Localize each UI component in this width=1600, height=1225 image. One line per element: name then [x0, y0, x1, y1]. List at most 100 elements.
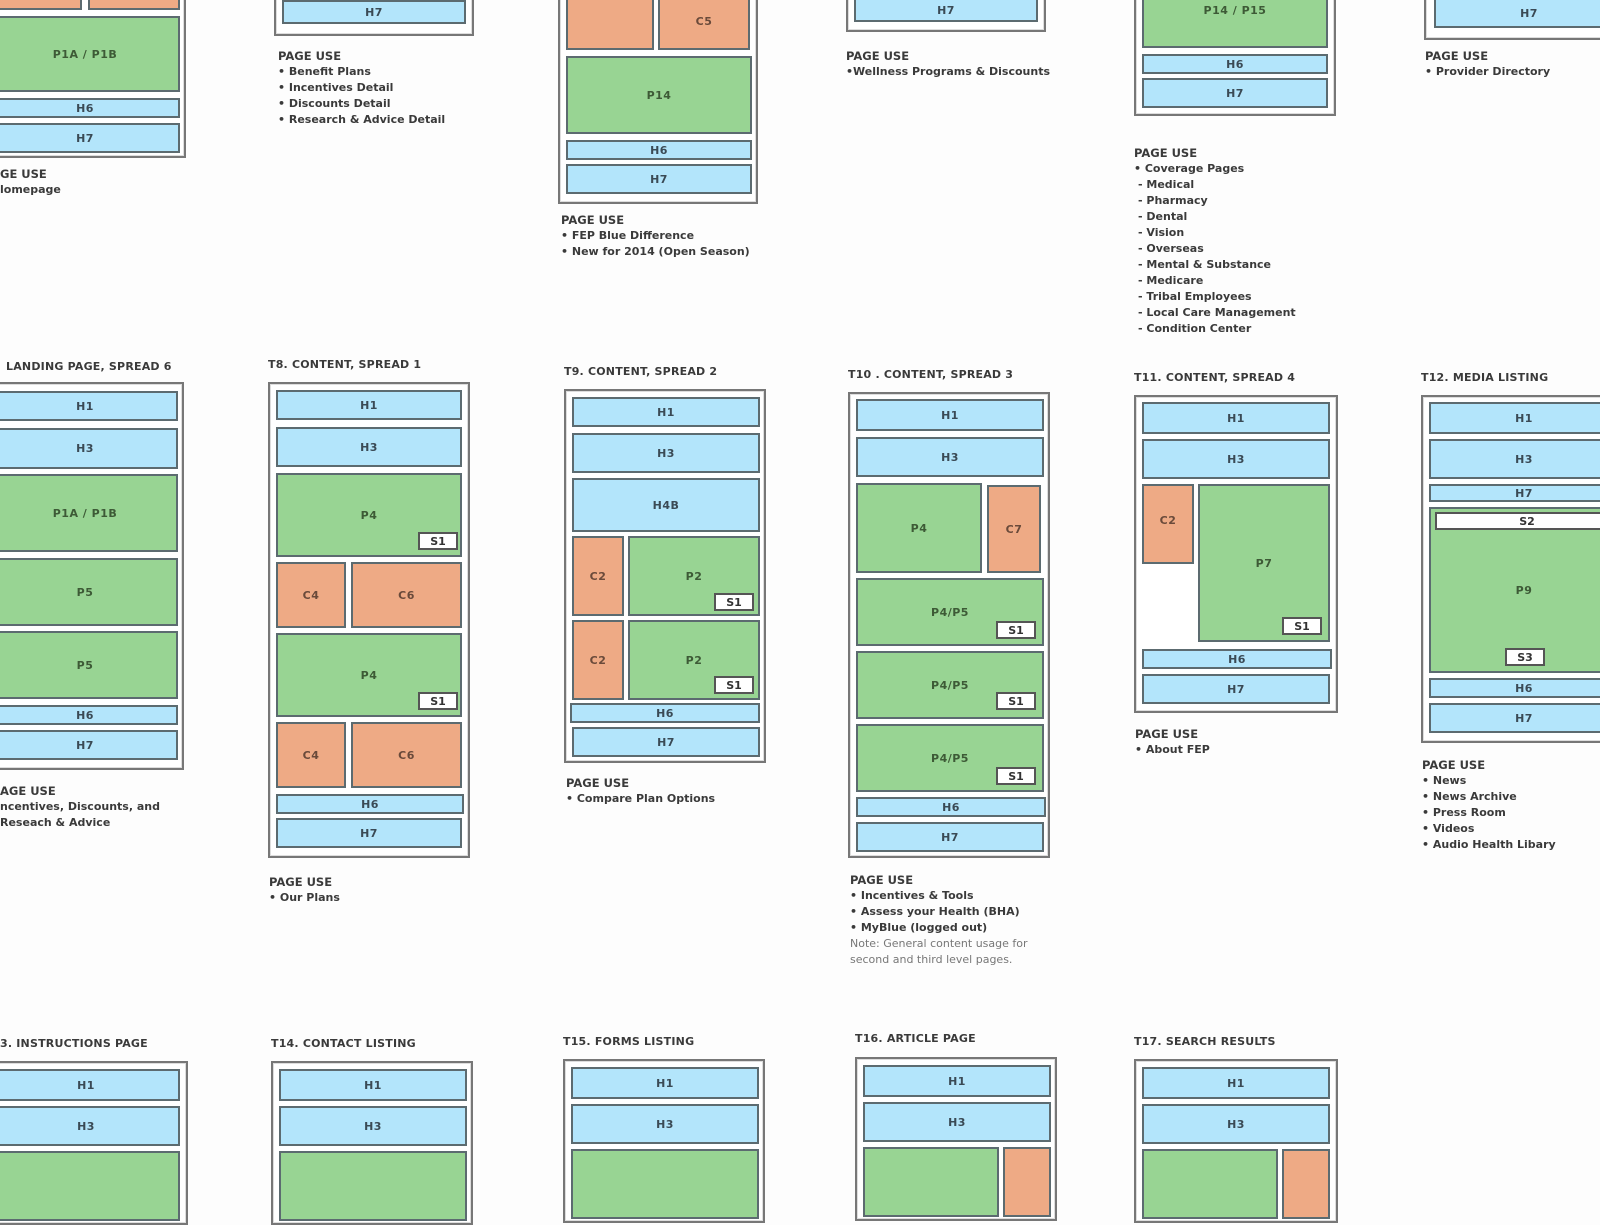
template-title: T17. SEARCH RESULTS: [1134, 1035, 1276, 1048]
header-block: H7: [572, 727, 760, 757]
template-frame-t8: H1 H3 P4 S1 C4 C6 P4 S1 C4 C6 H6 H7: [268, 382, 470, 858]
header-block: H7: [0, 123, 180, 153]
content-block: C5: [658, 0, 750, 50]
page-use-t9: PAGE USE • Compare Plan Options: [566, 776, 716, 805]
page-use-benefit: PAGE USE • Benefit Plans • Incentives De…: [278, 49, 446, 126]
template-title: LANDING PAGE, SPREAD 6: [6, 360, 172, 373]
content-block: C4: [276, 722, 346, 788]
primary-block: [0, 1151, 180, 1221]
header-block: H4B: [572, 478, 760, 532]
template-frame-t15: H1 H3: [563, 1059, 765, 1223]
primary-block: [279, 1151, 467, 1221]
header-block: H7: [1429, 484, 1600, 502]
slot-block: S1: [418, 532, 458, 550]
slot-block: S1: [996, 692, 1036, 710]
header-block: H7: [0, 730, 178, 760]
template-frame-t10: H1 H3 P4 C7 P4/P5 S1 P4/P5 S1 P4/P5 S1 H…: [848, 392, 1050, 858]
header-block: H6: [1429, 678, 1600, 698]
header-block: H6: [856, 797, 1046, 817]
template-frame-fep: C5 P14 H6 H7: [558, 0, 758, 204]
header-block: H1: [0, 391, 178, 421]
header-block: H6: [566, 140, 752, 160]
slot-block: S1: [996, 621, 1036, 639]
slot-block: S2: [1435, 512, 1600, 530]
page-use-t12: PAGE USE • News • News Archive • Press R…: [1422, 758, 1556, 851]
template-title: T9. CONTENT, SPREAD 2: [564, 365, 718, 378]
header-block: H6: [276, 794, 464, 814]
template-title: 3. INSTRUCTIONS PAGE: [0, 1037, 148, 1050]
content-block: [88, 0, 180, 10]
primary-block: P5: [0, 558, 178, 626]
content-block: [1282, 1149, 1330, 1219]
header-block: H3: [276, 427, 462, 467]
template-frame-t12: H1 H3 H7 P9 S2 S3 H6 H7: [1421, 395, 1600, 743]
content-block: C2: [572, 536, 624, 616]
template-frame-t17: H1 H3: [1134, 1059, 1338, 1223]
template-frame-t14: H1 H3: [271, 1061, 473, 1225]
template-frame-provider: H7: [1424, 0, 1600, 40]
primary-block: [863, 1147, 999, 1217]
page-use-t11: PAGE USE • About FEP: [1135, 727, 1210, 756]
header-block: H7: [1142, 674, 1330, 704]
page-use-t8: PAGE USE • Our Plans: [269, 875, 340, 904]
page-use-t7: AGE USE ncentives, Discounts, and Reseac…: [0, 784, 160, 829]
header-block: H1: [1142, 402, 1330, 434]
slot-block: S1: [418, 692, 458, 710]
header-block: H7: [1429, 703, 1600, 733]
primary-block: P7: [1198, 484, 1330, 642]
header-block: H1: [572, 397, 760, 427]
template-frame-t13: H1 H3: [0, 1061, 188, 1225]
header-block: H1: [276, 390, 462, 420]
slot-block: S1: [714, 593, 754, 611]
primary-block: P14 / P15: [1142, 0, 1328, 48]
slot-block: S1: [996, 767, 1036, 785]
template-frame-wellness: H7: [846, 0, 1046, 32]
header-block: H6: [1142, 54, 1328, 74]
header-block: H1: [1429, 402, 1600, 434]
header-block: H3: [0, 1106, 180, 1146]
header-block: H1: [0, 1069, 180, 1101]
header-block: H7: [276, 818, 462, 848]
primary-block: P4: [276, 473, 462, 557]
template-title: T10 . CONTENT, SPREAD 3: [848, 368, 1014, 381]
content-block: [1003, 1147, 1051, 1217]
header-block: H3: [279, 1106, 467, 1146]
primary-block: P14: [566, 56, 752, 134]
template-frame-t16: H1 H3: [855, 1057, 1057, 1221]
template-title: T15. FORMS LISTING: [563, 1035, 695, 1048]
page-use-provider: PAGE USE • Provider Directory: [1425, 49, 1551, 78]
header-block: H3: [1429, 439, 1600, 479]
content-block: C7: [987, 485, 1041, 573]
template-frame-benefit: H7: [274, 0, 474, 36]
content-block: C6: [351, 562, 462, 628]
header-block: H3: [1142, 439, 1330, 479]
page-use-homepage: GE USE lomepage: [0, 167, 61, 196]
header-block: H3: [571, 1104, 759, 1144]
header-block: H3: [863, 1102, 1051, 1142]
header-block: H3: [572, 433, 760, 473]
header-block: H3: [1142, 1104, 1330, 1144]
header-block: H3: [856, 437, 1044, 477]
page-use-fep: PAGE USE • FEP Blue Difference • New for…: [561, 213, 750, 258]
primary-block: P5: [0, 631, 178, 699]
header-block: H7: [566, 164, 752, 194]
content-block: [566, 0, 654, 50]
primary-block: P9: [1429, 507, 1600, 673]
header-block: H6: [0, 705, 178, 725]
primary-block: P4: [856, 483, 982, 573]
primary-block: P1A / P1B: [0, 474, 178, 552]
header-block: H7: [854, 0, 1038, 22]
header-block: H1: [571, 1067, 759, 1099]
header-block: H1: [279, 1069, 467, 1101]
content-block: C4: [276, 562, 346, 628]
primary-block: [571, 1149, 759, 1219]
primary-block: P1A / P1B: [0, 16, 180, 92]
template-frame-coverage: P14 / P15 H6 H7: [1134, 0, 1336, 116]
header-block: H3: [0, 428, 178, 469]
header-block: H7: [856, 822, 1044, 852]
template-frame-homepage: P1A / P1B H6 H7: [0, 0, 186, 158]
template-title: T12. MEDIA LISTING: [1421, 371, 1549, 384]
header-block: H7: [282, 0, 466, 24]
template-frame-t11: H1 H3 C2 P7 S1 H6 H7: [1134, 395, 1338, 713]
header-block: H6: [0, 98, 180, 118]
